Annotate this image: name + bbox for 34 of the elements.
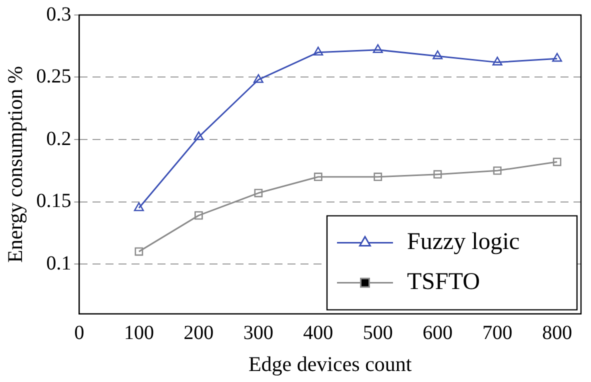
point xyxy=(254,188,263,198)
point xyxy=(314,172,322,182)
point xyxy=(433,170,442,179)
point xyxy=(134,202,144,212)
x-tick-label: 300 xyxy=(243,322,274,344)
legend-label: Fuzzy logic xyxy=(407,229,520,256)
x-tick-label: 0 xyxy=(74,322,84,344)
x-tick-label: 800 xyxy=(542,322,572,344)
point xyxy=(432,50,443,60)
y-tick-label: 0.3 xyxy=(46,3,72,26)
point xyxy=(552,52,562,62)
point xyxy=(492,56,502,66)
y-tick-label: 0.25 xyxy=(36,66,72,88)
y-axis-title: Energy consumption % xyxy=(3,66,28,263)
point xyxy=(134,247,144,256)
point xyxy=(194,131,204,140)
point xyxy=(374,172,382,182)
point xyxy=(493,166,502,175)
y-tick-label: 0.1 xyxy=(46,252,72,274)
x-tick-label: 700 xyxy=(482,322,512,344)
x-tick-label: 200 xyxy=(184,322,214,344)
x-tick-label: 100 xyxy=(124,322,154,344)
point xyxy=(552,158,562,166)
y-tick-label: 0.2 xyxy=(46,128,72,150)
point xyxy=(194,211,203,220)
x-tick-label: 600 xyxy=(422,322,453,344)
y-tick-label: 0.15 xyxy=(36,190,72,212)
x-tick-label: 500 xyxy=(362,322,393,344)
x-axis-title: Edge devices count xyxy=(248,352,412,376)
point xyxy=(372,44,383,54)
point xyxy=(313,46,324,56)
x-tick-label: 400 xyxy=(303,322,334,344)
legend-label: TSFTO xyxy=(407,269,480,296)
point xyxy=(253,74,264,83)
